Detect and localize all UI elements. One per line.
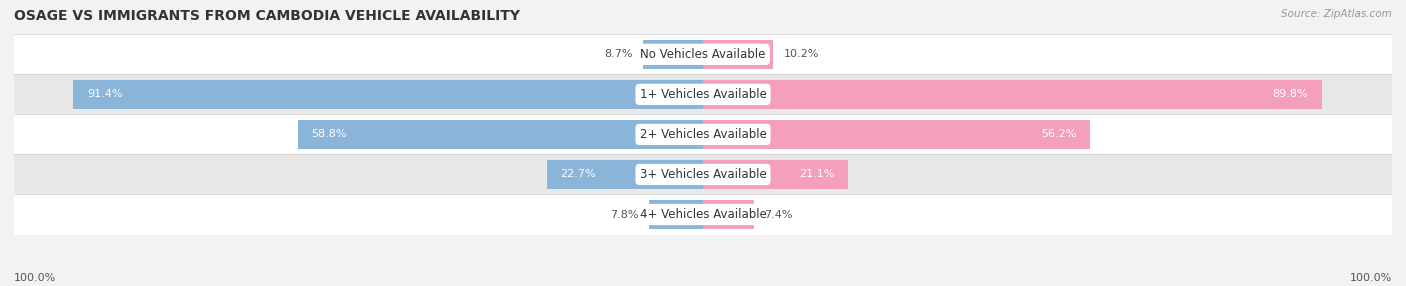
Text: No Vehicles Available: No Vehicles Available xyxy=(640,48,766,61)
Text: 56.2%: 56.2% xyxy=(1040,130,1077,139)
Bar xyxy=(643,40,703,69)
Text: 7.8%: 7.8% xyxy=(610,210,638,219)
Bar xyxy=(650,200,703,229)
Text: 100.0%: 100.0% xyxy=(1350,273,1392,283)
Text: Source: ZipAtlas.com: Source: ZipAtlas.com xyxy=(1281,9,1392,19)
Text: 7.4%: 7.4% xyxy=(765,210,793,219)
Bar xyxy=(14,154,1392,194)
Text: 2+ Vehicles Available: 2+ Vehicles Available xyxy=(640,128,766,141)
Text: 89.8%: 89.8% xyxy=(1272,90,1308,99)
Text: 10.2%: 10.2% xyxy=(783,49,818,59)
Text: 100.0%: 100.0% xyxy=(14,273,56,283)
Text: 8.7%: 8.7% xyxy=(605,49,633,59)
Bar xyxy=(14,194,1392,235)
Bar xyxy=(547,160,703,189)
Text: 21.1%: 21.1% xyxy=(799,170,835,179)
Bar xyxy=(14,114,1392,154)
Bar xyxy=(703,120,1090,149)
Bar xyxy=(73,80,703,109)
Bar xyxy=(14,74,1392,114)
Bar xyxy=(298,120,703,149)
Text: 91.4%: 91.4% xyxy=(87,90,122,99)
Bar xyxy=(14,34,1392,74)
Text: 1+ Vehicles Available: 1+ Vehicles Available xyxy=(640,88,766,101)
Bar xyxy=(703,160,848,189)
Text: 58.8%: 58.8% xyxy=(312,130,347,139)
Text: 4+ Vehicles Available: 4+ Vehicles Available xyxy=(640,208,766,221)
Bar xyxy=(703,200,754,229)
Text: OSAGE VS IMMIGRANTS FROM CAMBODIA VEHICLE AVAILABILITY: OSAGE VS IMMIGRANTS FROM CAMBODIA VEHICL… xyxy=(14,9,520,23)
Text: 22.7%: 22.7% xyxy=(561,170,596,179)
Bar xyxy=(703,40,773,69)
Bar xyxy=(703,80,1322,109)
Text: 3+ Vehicles Available: 3+ Vehicles Available xyxy=(640,168,766,181)
